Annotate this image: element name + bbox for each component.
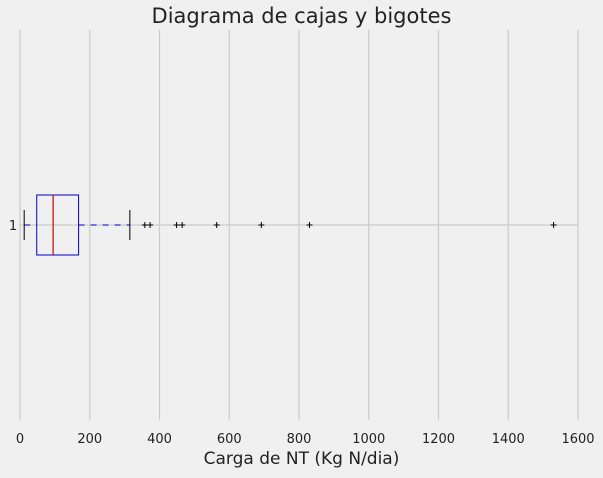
x-axis-label: Carga de NT (Kg N/dia) <box>203 449 400 469</box>
outlier-marker <box>306 222 313 228</box>
outlier-marker <box>179 222 186 228</box>
x-tick-label: 1200 <box>422 432 455 447</box>
outlier-marker <box>173 222 180 228</box>
chart-title: Diagrama de cajas y bigotes <box>151 4 452 28</box>
x-tick-label: 400 <box>147 432 172 447</box>
x-tick-label: 200 <box>77 432 102 447</box>
outlier-marker <box>147 222 154 228</box>
outlier-marker <box>258 222 265 228</box>
box <box>36 194 80 256</box>
x-tick-label: 1400 <box>492 432 525 447</box>
y-tick-label: 1 <box>9 219 17 234</box>
x-tick-label: 0 <box>16 432 24 447</box>
outlier-marker <box>141 222 148 228</box>
x-tick-label: 800 <box>287 432 312 447</box>
outlier-marker <box>550 222 557 228</box>
x-tick-label: 1600 <box>561 432 594 447</box>
x-tick-label: 1000 <box>352 432 385 447</box>
outlier-marker <box>213 222 220 228</box>
x-tick-label: 600 <box>217 432 242 447</box>
